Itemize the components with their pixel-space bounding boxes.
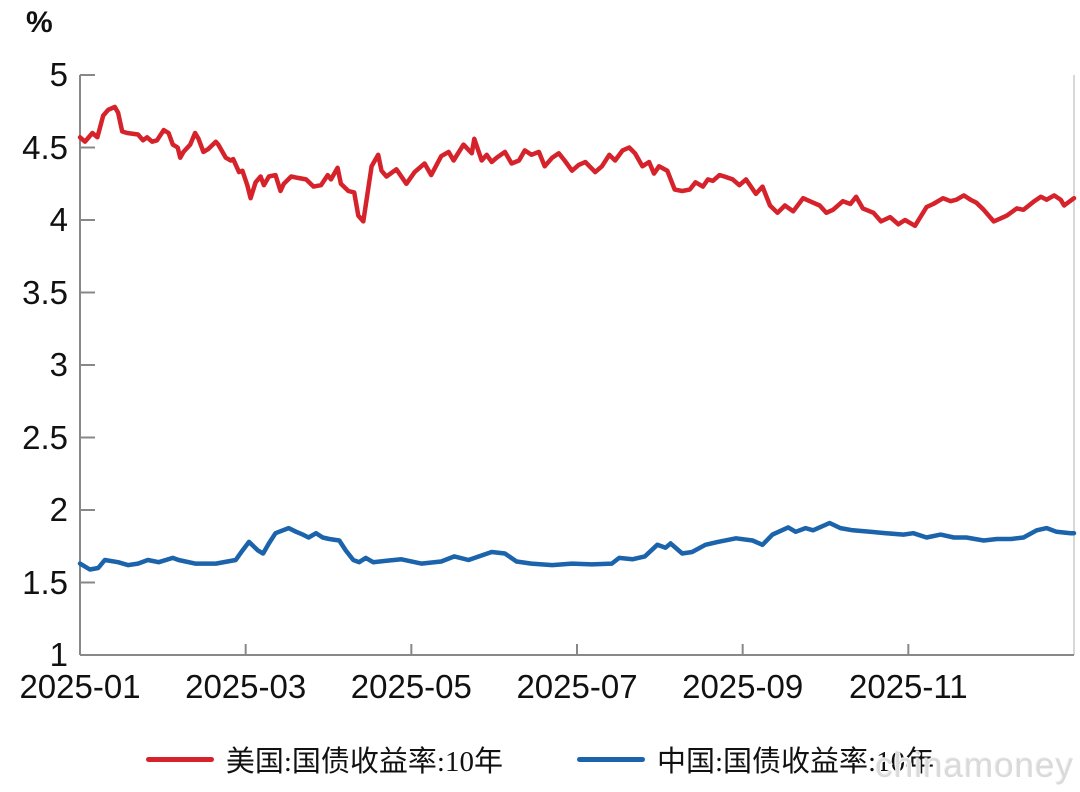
y-tick-label: 2.5 [22, 418, 68, 456]
y-tick-label: 4 [49, 201, 68, 238]
y-tick-label: 3 [49, 346, 68, 383]
legend-item-us[interactable]: 美国:国债收益率:10年 [145, 738, 503, 780]
legend-item-cn[interactable]: 中国:国债收益率:10年 [577, 738, 934, 780]
y-tick-label: 1 [49, 636, 68, 673]
y-tick-label: 3.5 [22, 273, 68, 311]
x-tick-label: 2025-09 [682, 668, 804, 705]
x-tick-label: 2025-07 [516, 668, 638, 705]
y-tick-label: 1.5 [22, 563, 68, 601]
y-axis-unit-label: % [26, 6, 53, 39]
us-series-label: 美国:国债收益率:10年 [225, 746, 503, 778]
us-series-swatch [145, 756, 214, 762]
x-tick-label: 2025-05 [350, 668, 472, 705]
cn-series-swatch [577, 756, 645, 762]
x-tick-label: 2025-01 [19, 668, 141, 705]
us-yield-line [77, 104, 1077, 229]
y-tick-label: 5 [49, 56, 68, 93]
x-tick-label: 2025-03 [185, 668, 307, 705]
legend: 美国:国债收益率:10年 中国:国债收益率:10年 [0, 738, 1080, 780]
y-tick-label: 2 [49, 491, 68, 528]
cn-yield-line [77, 520, 1077, 572]
x-tick-label: 2025-11 [848, 668, 968, 705]
cn-series-label: 中国:国债收益率:10年 [657, 746, 935, 778]
y-tick-label: 4.5 [22, 128, 68, 166]
